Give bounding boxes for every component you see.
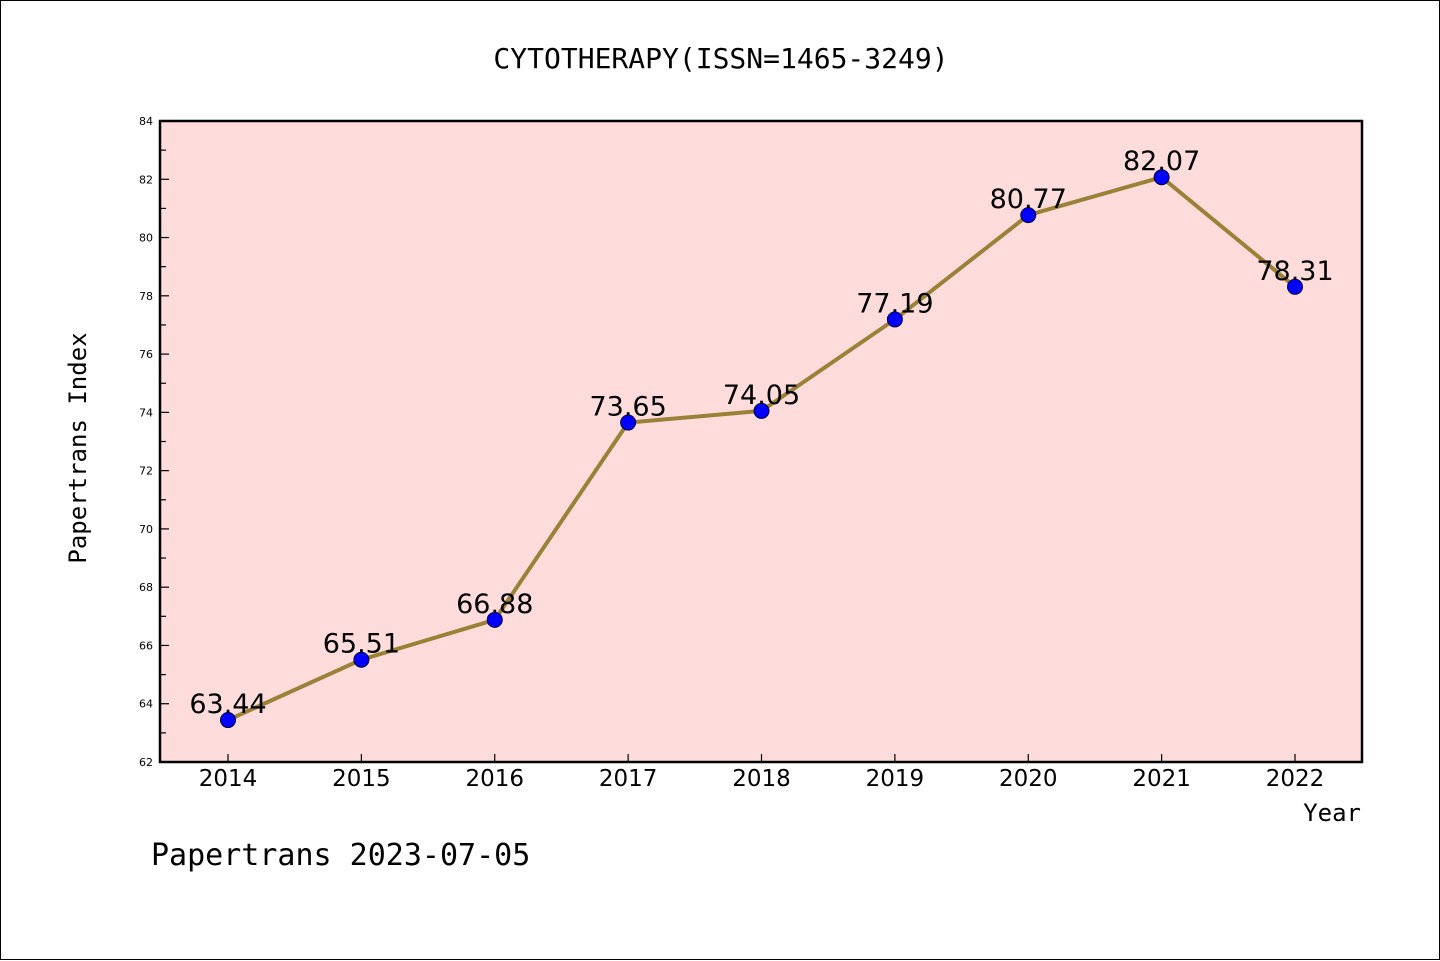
y-tick-label: 76 — [139, 348, 153, 361]
x-tick-label: 2017 — [599, 766, 658, 792]
data-label: 73.65 — [589, 392, 666, 423]
x-tick-label: 2022 — [1266, 766, 1325, 792]
data-point — [886, 311, 903, 328]
data-label: 63.44 — [189, 689, 266, 720]
y-tick-label: 62 — [139, 756, 153, 769]
data-point — [1020, 207, 1037, 224]
x-tick-label: 2019 — [866, 766, 925, 792]
y-tick-label: 84 — [139, 115, 153, 128]
y-tick-label: 66 — [139, 639, 153, 652]
footer-watermark: Papertrans 2023-07-05 — [151, 838, 530, 873]
data-point — [220, 712, 236, 729]
y-tick-label: 68 — [139, 581, 153, 594]
data-point — [1287, 278, 1303, 295]
data-point — [486, 611, 503, 628]
y-tick-label: 80 — [139, 232, 153, 245]
y-tick-label: 74 — [139, 406, 153, 419]
data-label: 80.77 — [990, 184, 1067, 215]
data-point — [353, 651, 370, 668]
data-label: 77.19 — [856, 288, 933, 319]
data-point — [1153, 169, 1170, 186]
data-label: 74.05 — [723, 380, 800, 411]
x-axis: 2014 2015 2016 2017 2018 2019 2020 2021 2022 — [199, 754, 1325, 792]
y-tick-label: 64 — [139, 698, 153, 711]
x-tick-label: 2021 — [1132, 766, 1191, 792]
y-axis-label: Papertrans Index — [64, 332, 92, 563]
data-label: 66.88 — [456, 589, 533, 620]
y-tick-label: 72 — [139, 465, 153, 478]
data-point — [753, 402, 770, 419]
data-labels: 63.44 65.51 66.88 73.65 74.05 77.19 80.77 82.07… — [189, 146, 1333, 720]
data-point — [620, 414, 637, 431]
data-markers — [220, 169, 1303, 729]
y-tick-label: 82 — [139, 173, 153, 186]
x-tick-label: 2015 — [332, 766, 391, 792]
x-tick-label: 2020 — [999, 766, 1058, 792]
y-tick-label: 78 — [139, 290, 153, 303]
chart-title: CYTOTHERAPY(ISSN=1465-3249) — [493, 42, 948, 75]
x-tick-label: 2018 — [732, 766, 791, 792]
x-axis-label: Year — [1303, 799, 1361, 827]
x-tick-label: 2016 — [465, 766, 524, 792]
data-label: 78.31 — [1256, 256, 1333, 287]
data-label: 65.51 — [323, 629, 400, 660]
plot-area — [158, 119, 1364, 764]
data-label: 82.07 — [1123, 146, 1200, 177]
y-tick-label: 70 — [139, 523, 153, 536]
x-tick-label: 2014 — [199, 766, 258, 792]
y-axis: 62 64 66 68 70 72 74 76 78 80 82 84 — [139, 115, 169, 769]
